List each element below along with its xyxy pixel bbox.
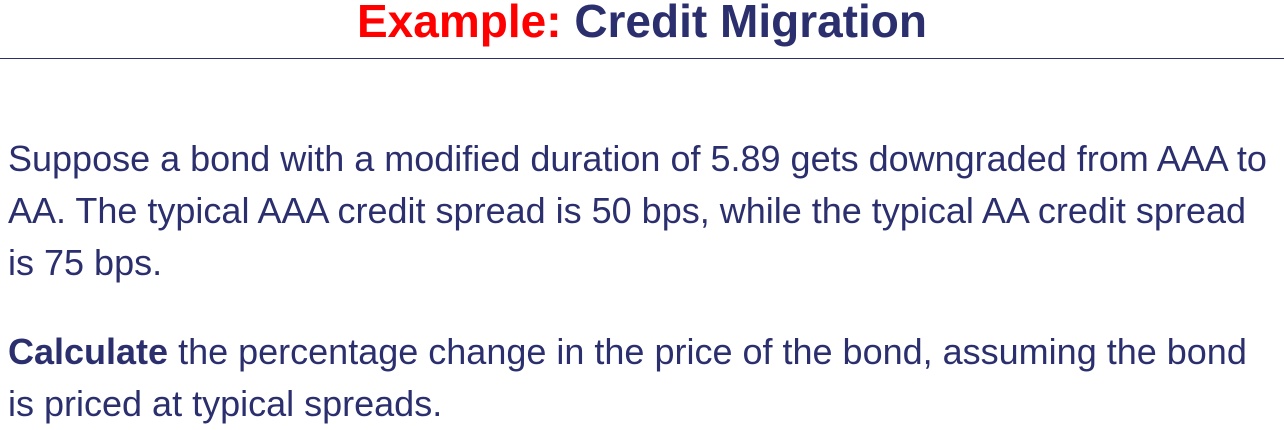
task-keyword: Calculate [8,331,169,372]
problem-statement: Suppose a bond with a modified duration … [8,138,1267,283]
slide-title: Example: Credit Migration [0,0,1284,48]
title-main: Credit Migration [574,0,927,47]
title-divider [0,58,1284,59]
title-prefix: Example: [357,0,562,47]
task-text: the percentage change in the price of th… [8,331,1247,424]
task-statement: Calculate the percentage change in the p… [8,326,1280,430]
